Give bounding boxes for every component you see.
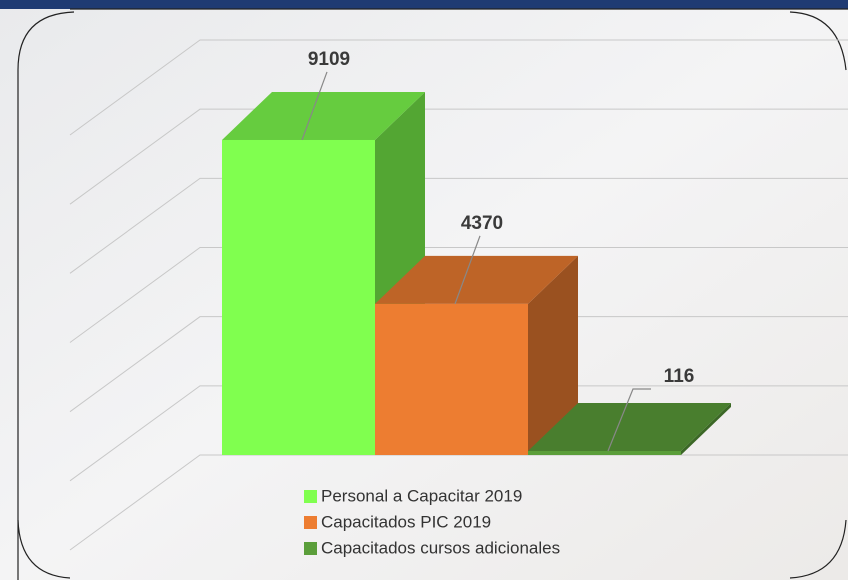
grid-line bbox=[69, 177, 848, 274]
bar bbox=[222, 139, 375, 456]
legend-label: Capacitados PIC 2019 bbox=[321, 512, 491, 531]
legend-swatch bbox=[304, 516, 317, 529]
bar bbox=[375, 303, 528, 455]
grid-line bbox=[69, 385, 848, 482]
data-label: 116 bbox=[664, 366, 695, 387]
bar-top bbox=[222, 91, 425, 140]
bar bbox=[528, 450, 681, 455]
grid-line bbox=[69, 108, 848, 205]
bar-side bbox=[681, 402, 731, 455]
grid-line bbox=[69, 247, 848, 343]
legend-label: Capacitados cursos adicionales bbox=[321, 538, 560, 557]
bar-side bbox=[528, 255, 578, 455]
data-label: 9109 bbox=[308, 49, 350, 70]
data-label: 4370 bbox=[461, 213, 503, 234]
leader-line bbox=[301, 71, 328, 141]
top-bar bbox=[0, 0, 848, 9]
legend-swatch bbox=[304, 542, 317, 555]
grid-line bbox=[69, 316, 848, 413]
leader-line bbox=[607, 388, 651, 452]
panel-border-bottom bbox=[17, 519, 847, 579]
bar-top bbox=[375, 255, 578, 304]
bar-top bbox=[528, 402, 731, 451]
leader-line bbox=[454, 235, 481, 305]
grid-line bbox=[69, 39, 848, 136]
panel-border bbox=[17, 8, 848, 580]
legend-swatch bbox=[304, 490, 317, 503]
legend-label: Personal a Capacitar 2019 bbox=[321, 486, 522, 505]
